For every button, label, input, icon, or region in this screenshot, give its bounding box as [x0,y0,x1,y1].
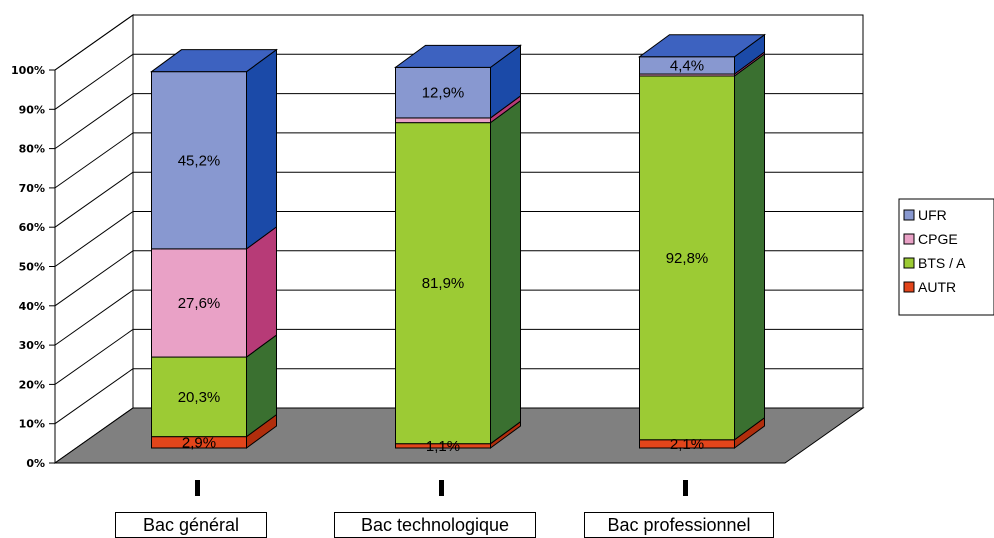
category-tick [683,480,688,496]
bar-segment-front [395,122,491,445]
data-label: 4,4% [670,57,704,74]
y-tick-label: 90% [19,103,45,116]
data-label: 81,9% [422,275,465,292]
y-tick-label: 100% [11,64,45,77]
legend-label: CPGE [918,231,958,247]
y-tick-label: 20% [19,378,45,391]
data-label: 27,6% [178,295,221,312]
y-tick-label: 40% [19,300,45,313]
gridline-side [54,368,134,425]
bar-top-face [393,44,523,68]
category-label: Bac technologique [334,512,536,538]
y-tick-label: 60% [19,221,45,234]
data-label: 20,3% [178,389,221,406]
y-tick-label: 50% [19,261,45,274]
bar-segment-side [246,225,277,359]
gridline-side [54,328,134,385]
y-tick-label: 10% [19,418,45,431]
data-label: 92,8% [666,250,709,267]
bar-segment-side [490,99,521,445]
legend-box [898,198,994,316]
legend-swatch [903,257,915,269]
bar-segment-side [246,48,277,250]
gridline-side [54,289,134,346]
category-label: Bac professionnel [584,512,774,538]
bar-segment-front [639,75,735,441]
legend: UFR CPGE BTS / A AUTR [898,198,994,316]
bar-segment-side [734,53,765,441]
gridline-side [54,211,134,267]
data-label: 12,9% [422,85,465,102]
gridline-side [54,132,134,189]
y-tick-label: 70% [19,182,45,195]
bar-top-face [149,49,279,73]
gridline-side [54,53,134,110]
legend-label: BTS / A [918,255,966,271]
bar-segment-front [395,66,491,119]
legend-swatch [903,281,915,293]
bar-top-face [637,34,767,58]
gridline-side [54,171,134,228]
category-tick [195,480,200,496]
data-label: 1,1% [426,438,460,455]
bar-segment-front [151,356,247,438]
gridline-side [54,14,134,71]
bar-stack: 1,1% 81,9% 12,9% [393,44,523,496]
bar-stack: 2,9% 20,3% 27,6% 45,2% [149,48,279,496]
y-tick-label: 30% [19,339,45,352]
y-tick-label: 0% [26,457,45,470]
category-label: Bac général [115,512,267,538]
data-label: 2,9% [182,434,216,451]
bar-segment-front [151,248,247,358]
legend-swatch [903,233,915,245]
legend-label: UFR [918,207,947,223]
gridline-side [54,93,134,150]
category-tick [439,480,444,496]
gridline-side [54,250,134,307]
data-label: 45,2% [178,152,221,169]
bar-segment-front [395,117,491,124]
legend-swatch [903,209,915,221]
legend-label: AUTR [918,279,956,295]
bar-segment-front [151,71,247,250]
bar-stack: 2,1% 92,8% 4,4% [637,33,767,496]
y-tick-label: 80% [19,143,45,156]
data-label: 2,1% [670,436,704,453]
